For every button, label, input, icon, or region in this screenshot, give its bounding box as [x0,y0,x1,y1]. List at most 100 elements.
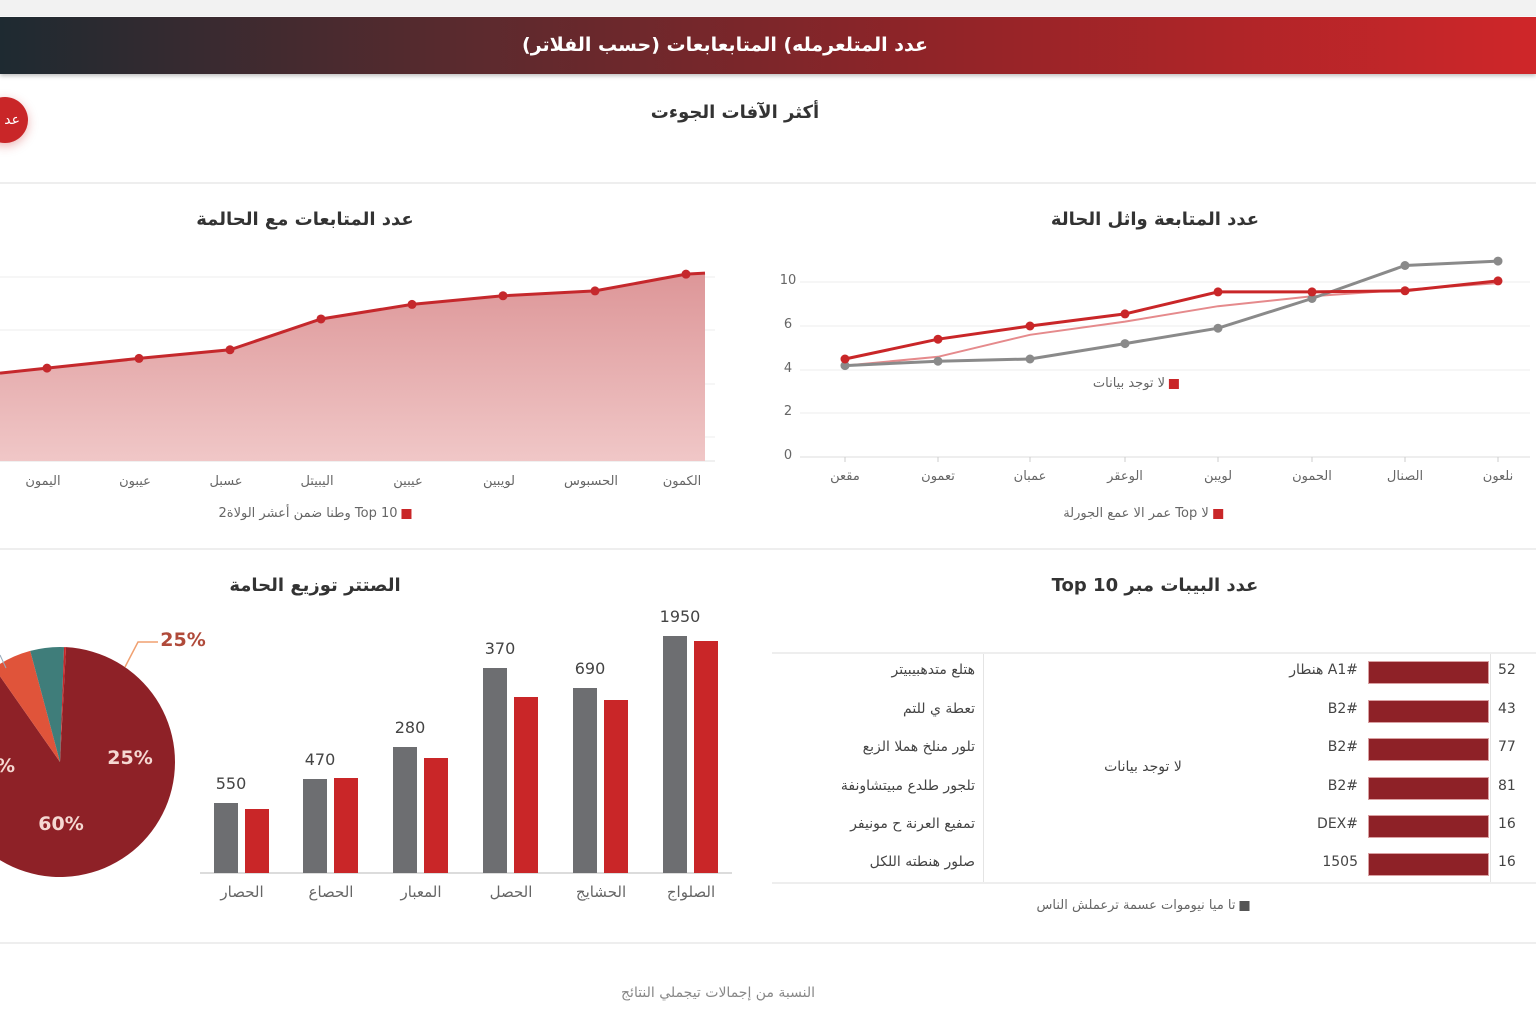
top-band [0,0,1536,16]
table-empty-text: لا توجد بيانات [1104,759,1182,775]
data-point [225,345,235,355]
pie-leader-line [0,654,7,669]
x-tick-label: الصنال [1386,469,1424,484]
y-tick-label: 4 [783,361,793,376]
pie-bar-title: الصتتر توزيع الحامة [229,575,401,596]
row-value: 43 [1498,701,1516,717]
bar-gray [483,668,507,873]
x-tick-label: لويبين [482,474,516,489]
table-column-border [983,654,984,882]
legend-label: لا Top عمر الا عمع الجورلة [1063,506,1209,521]
legend-swatch [1239,900,1250,911]
pie-slice [0,647,175,877]
row-code: 1505 [1322,854,1358,870]
row-bar [1368,815,1489,838]
legend-label: لا توجد بيانات [1092,376,1166,391]
data-point [1400,261,1410,270]
pie-label: 60% [38,813,84,835]
data-point [1120,309,1130,319]
line-legend-inline[interactable]: لا توجد بيانات [1092,376,1180,391]
area-line [0,271,706,375]
series-line [844,282,1499,367]
area-fill [0,273,705,461]
area-legend[interactable]: Top 10 وطنا ضمن أعشر الولاة2 [218,506,412,521]
bar-red [245,809,269,873]
table-legend[interactable]: تا ميا نيوموات عسمة ترعملش الناس [1037,898,1250,913]
bar-gray [214,803,238,873]
data-point [1493,256,1503,266]
table-column-border [1490,654,1491,882]
row-name: تعطة ي للتم [903,701,975,717]
page-subtitle: أكثر الآفات الجوءت [650,102,820,123]
bar-value-label: 1950 [659,607,701,626]
x-tick-label: عسبل [209,474,243,489]
x-tick-label: عيبون [119,474,151,489]
y-tick-label: 10 [779,273,797,288]
pie-leader-line [124,641,158,668]
data-point [933,356,943,366]
data-point [681,269,691,279]
line-legend[interactable]: لا Top عمر الا عمع الجورلة [1063,506,1223,521]
x-tick-label: الحمون [1292,469,1332,484]
legend-label: Top 10 وطنا ضمن أعشر الولاة2 [218,506,398,521]
data-point [1307,294,1317,303]
table-top-border [772,652,1536,654]
row-bar [1368,853,1489,876]
row-name: صلور هنطته اللكل [869,854,975,870]
bar-value-label: 470 [304,750,336,769]
table-bottom-border [772,882,1536,884]
series-line [844,259,1499,368]
data-point [1120,339,1130,349]
data-point [840,361,850,371]
legend-label: تا ميا نيوموات عسمة ترعملش الناس [1036,898,1236,913]
divider [0,942,1536,944]
divider [0,548,1536,550]
pie-slice [0,650,60,762]
row-code: #B2 [1327,778,1358,794]
bar-value-label: 550 [215,774,247,793]
x-tick-label: الحصل [489,883,533,901]
bar-red [334,778,358,873]
data-point [316,314,326,324]
data-point [1307,287,1317,297]
legend-swatch [1169,378,1180,389]
divider [0,182,1536,184]
y-tick-label: 0 [783,448,793,463]
bar-value-label: 690 [574,659,606,678]
bar-red [424,758,448,873]
data-point [1025,321,1035,331]
y-tick-label: 6 [783,317,793,332]
bar-red [514,697,538,873]
pie-label: % [0,755,15,777]
x-tick-label: المعبار [400,883,442,901]
row-code: #B2 [1327,739,1358,755]
pie-label: 25% [160,629,206,651]
bar-value-label: 280 [394,718,426,737]
series-line [844,279,1499,361]
row-code: #A1 هنطار [1289,662,1358,678]
legend-swatch [401,508,412,519]
x-tick-label: عمبان [1013,469,1047,484]
data-point [42,363,52,373]
row-name: هتلع متدهبيبيتر [891,662,975,678]
data-point [1213,287,1223,297]
x-tick-label: الحسبوس [563,474,619,489]
data-point [1400,286,1410,296]
data-point [498,291,508,301]
row-name: تلجور طلدع مبيتشاونفة [840,778,975,794]
x-tick-label: الحصار [220,883,264,901]
row-bar [1368,661,1489,684]
data-point [590,286,600,296]
row-name: تلور منلخ هملا الزبع [862,739,975,755]
x-tick-label: تعمون [921,469,955,484]
x-tick-label: الحشايج [575,883,627,901]
screen-capture-icon: عد [4,112,20,128]
bar-gray [303,779,327,873]
row-code: #DEX [1317,816,1358,832]
pie-label: 25% [107,747,153,769]
row-value: 52 [1498,662,1516,678]
table-title: عدد البيبات مبر Top 10 [1051,575,1259,596]
bar-gray [663,636,687,873]
row-value: 16 [1498,816,1516,832]
